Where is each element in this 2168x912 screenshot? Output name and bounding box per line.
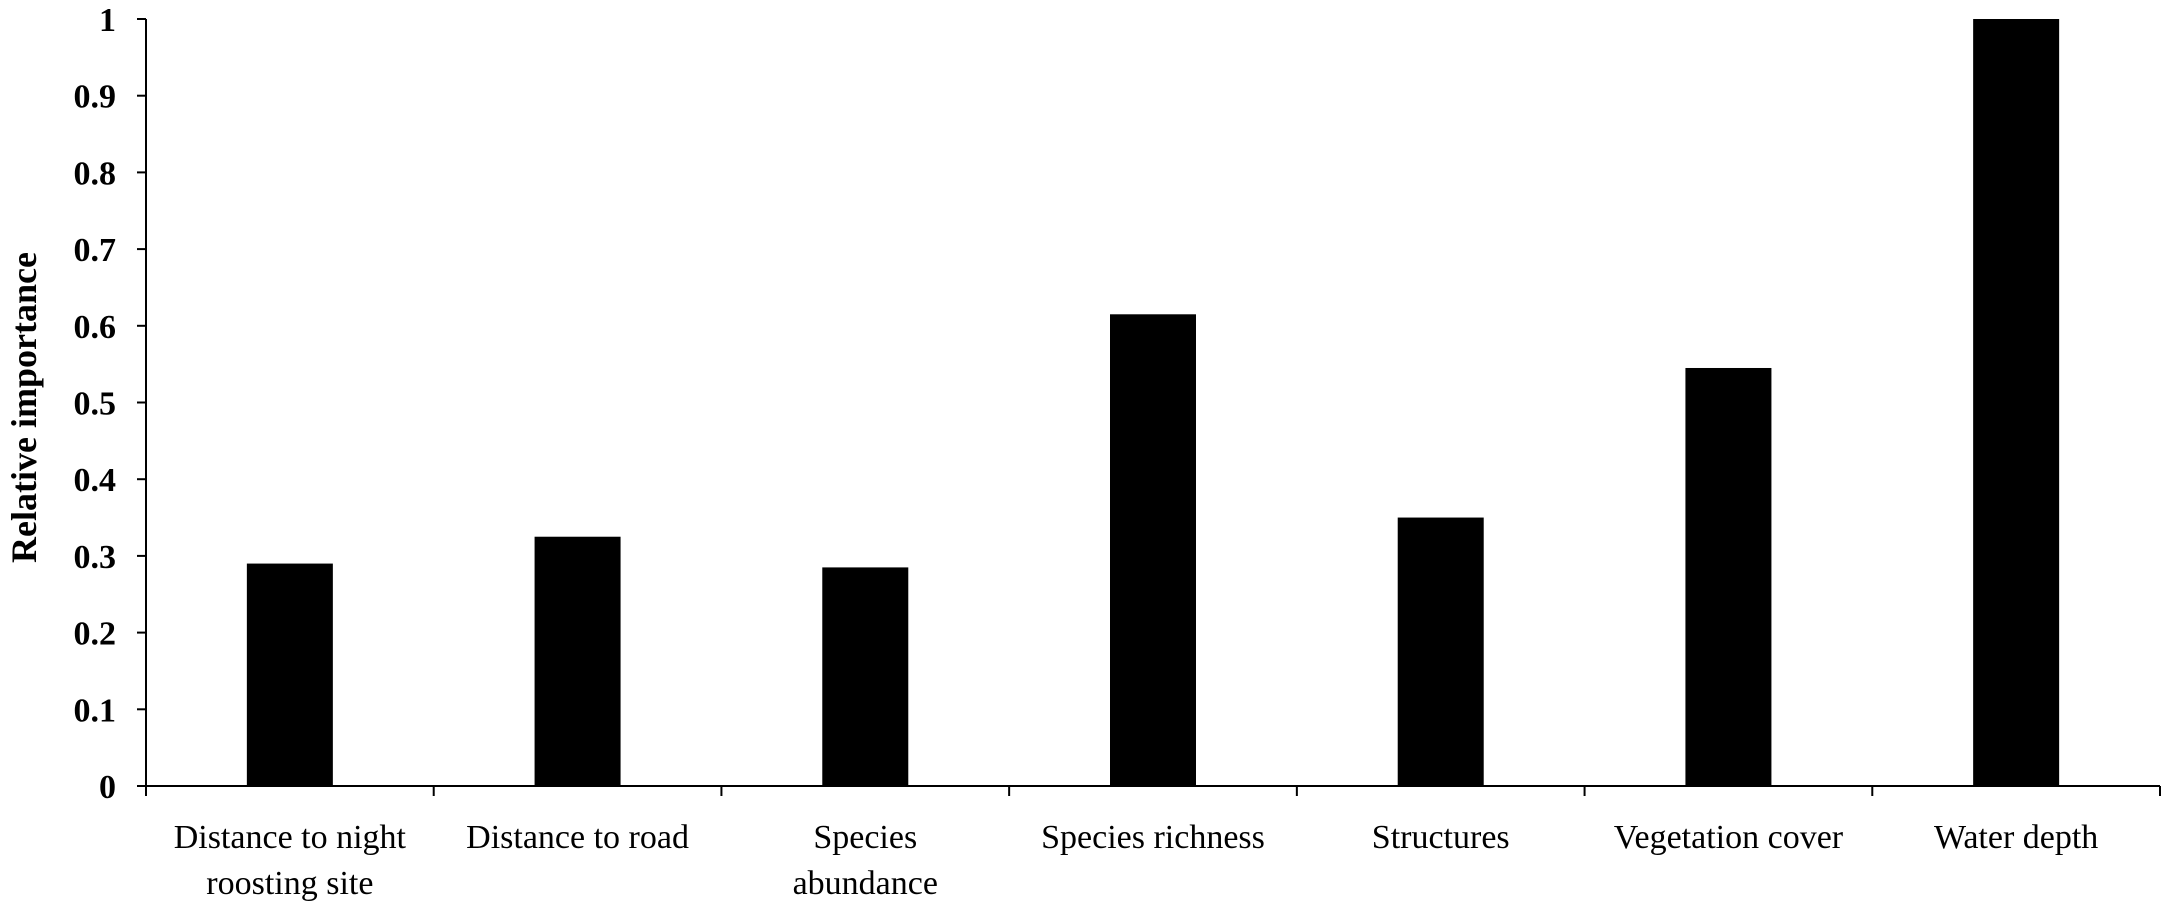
y-tick-label: 0.6 [74,309,117,346]
x-category-label: Structures [1372,819,1510,856]
y-tick-label: 0.8 [74,155,117,192]
y-tick-label: 0 [99,769,116,806]
bar [534,536,621,786]
y-axis-title: Relative importance [4,252,44,563]
x-category-label-line: abundance [793,865,938,902]
y-tick-label: 0.5 [74,386,117,423]
x-category-label: Species richness [1041,819,1265,856]
y-tick-label: 0.9 [74,79,117,116]
y-tick-label: 0.2 [74,616,117,653]
x-category-label-line: roosting site [206,865,373,902]
x-axis-ticks [145,786,2161,796]
x-category-label: Water depth [1934,819,2098,856]
x-category-label-line: Structures [1372,819,1510,856]
bar [822,567,909,786]
y-tick-label: 1 [99,2,116,39]
bar [246,563,333,786]
x-category-label-line: Water depth [1934,819,2098,856]
x-category-label-line: Distance to night [174,819,407,856]
x-category-label-line: Species richness [1041,819,1265,856]
bars [246,19,2060,786]
x-category-label-line: Distance to road [466,819,689,856]
x-category-label-line: Vegetation cover [1614,819,1844,856]
x-category-label: Distance to road [466,819,689,856]
x-category-label: Distance to night roosting site [174,819,407,902]
x-category-label: Vegetation cover [1614,819,1844,856]
bar [1397,517,1484,786]
bar [1685,367,1772,786]
x-category-label-line: Species [813,819,917,856]
y-axis-ticks: 0 0.1 0.2 0.3 0.4 0.5 0.6 0.7 0.8 0.9 1 [74,2,146,806]
x-category-label: Species abundance [793,819,938,902]
y-tick-label: 0.4 [74,462,117,499]
y-tick-label: 0.7 [74,232,117,269]
y-tick-label: 0.1 [74,692,117,729]
bar [1110,314,1196,786]
bar [1973,19,2060,786]
y-tick-label: 0.3 [74,539,117,576]
